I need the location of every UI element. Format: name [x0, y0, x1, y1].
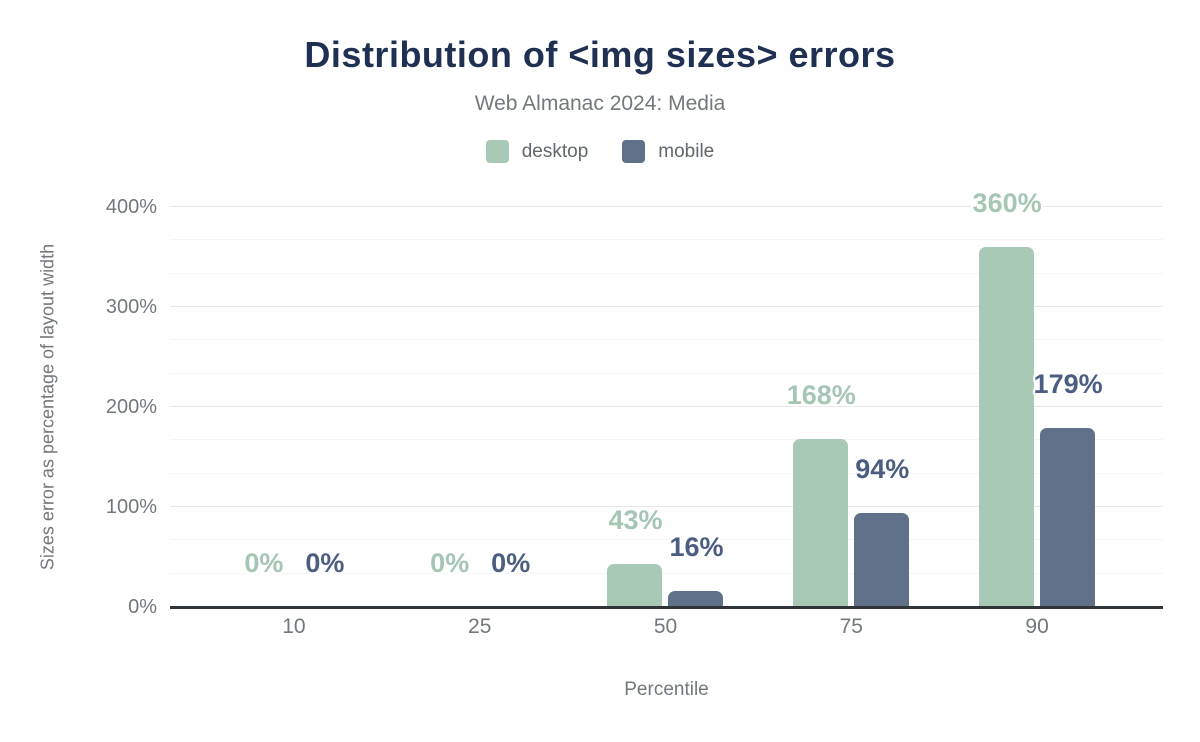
gridline-minor	[170, 539, 1163, 541]
x-tick-label-10: 10	[282, 615, 306, 638]
value-label-desktop-p25: 0%	[430, 548, 470, 578]
gridline-minor	[170, 472, 1163, 474]
bar-group-75: 168% 94%	[758, 207, 944, 607]
value-label-mobile-p75: 94%	[855, 454, 910, 484]
value-label-desktop-p90: 360%	[972, 188, 1042, 218]
gridline-major	[170, 506, 1163, 507]
chart-subtitle: Web Almanac 2024: Media	[474, 92, 726, 115]
legend-swatch-mobile	[622, 140, 646, 163]
bar-desktop-p50	[607, 564, 663, 607]
legend-swatch-desktop	[485, 140, 509, 163]
gridline-major	[170, 306, 1163, 307]
chart-title: Distribution of <img sizes> errors	[304, 34, 896, 75]
gridline-minor	[170, 572, 1163, 574]
bar-mobile-p90	[1040, 428, 1096, 607]
gridline-minor	[170, 272, 1163, 274]
legend-label-mobile: mobile	[658, 140, 715, 162]
y-tick-label: 400%	[105, 196, 157, 218]
bar-mobile-p50	[668, 591, 724, 607]
x-tick-label-25: 25	[468, 615, 492, 638]
gridline-minor	[170, 339, 1163, 341]
plot-area: 0% 0% 0% 0% 43% 16% 168% 94% 360% 179%	[170, 190, 1163, 609]
bar-desktop-p75	[793, 439, 849, 607]
value-label-mobile-p50: 16%	[669, 532, 724, 562]
y-tick-label: 200%	[105, 396, 157, 418]
value-label-mobile-p90: 179%	[1033, 369, 1103, 399]
x-tick-label-90: 90	[1025, 615, 1049, 638]
y-tick-label: 100%	[105, 496, 157, 518]
gridline-major	[170, 406, 1163, 407]
bar-groups: 0% 0% 0% 0% 43% 16% 168% 94% 360% 179%	[201, 190, 1130, 607]
value-label-desktop-p10: 0%	[244, 548, 284, 578]
legend-item-desktop: desktop	[485, 140, 589, 163]
y-tick-label: 300%	[105, 296, 157, 318]
value-label-mobile-p25: 0%	[491, 548, 531, 578]
value-label-mobile-p10: 0%	[305, 548, 345, 578]
bar-group-25: 0% 0%	[387, 207, 573, 607]
gridline-minor	[170, 372, 1163, 374]
y-tick-label: 0%	[128, 596, 157, 618]
value-label-desktop-p50: 43%	[608, 505, 663, 535]
bar-desktop-p90	[979, 247, 1035, 607]
x-axis-line	[170, 606, 1163, 609]
x-ticks: 10 25 50 75 90	[201, 615, 1130, 639]
x-tick-label-50: 50	[653, 615, 678, 638]
gridline-major	[170, 206, 1163, 207]
legend: desktop mobile	[0, 140, 1200, 163]
x-axis-title: Percentile	[624, 679, 709, 700]
bar-group-10: 0% 0%	[201, 207, 387, 607]
bar-mobile-p75	[854, 513, 910, 607]
bar-group-90: 360% 179%	[944, 190, 1130, 607]
bar-group-50: 43% 16%	[573, 207, 759, 607]
legend-item-mobile: mobile	[622, 140, 714, 163]
gridline-minor	[170, 239, 1163, 241]
legend-label-desktop: desktop	[521, 140, 589, 162]
gridline-minor	[170, 439, 1163, 441]
value-label-desktop-p75: 168%	[786, 380, 856, 410]
x-tick-label-75: 75	[839, 615, 863, 638]
